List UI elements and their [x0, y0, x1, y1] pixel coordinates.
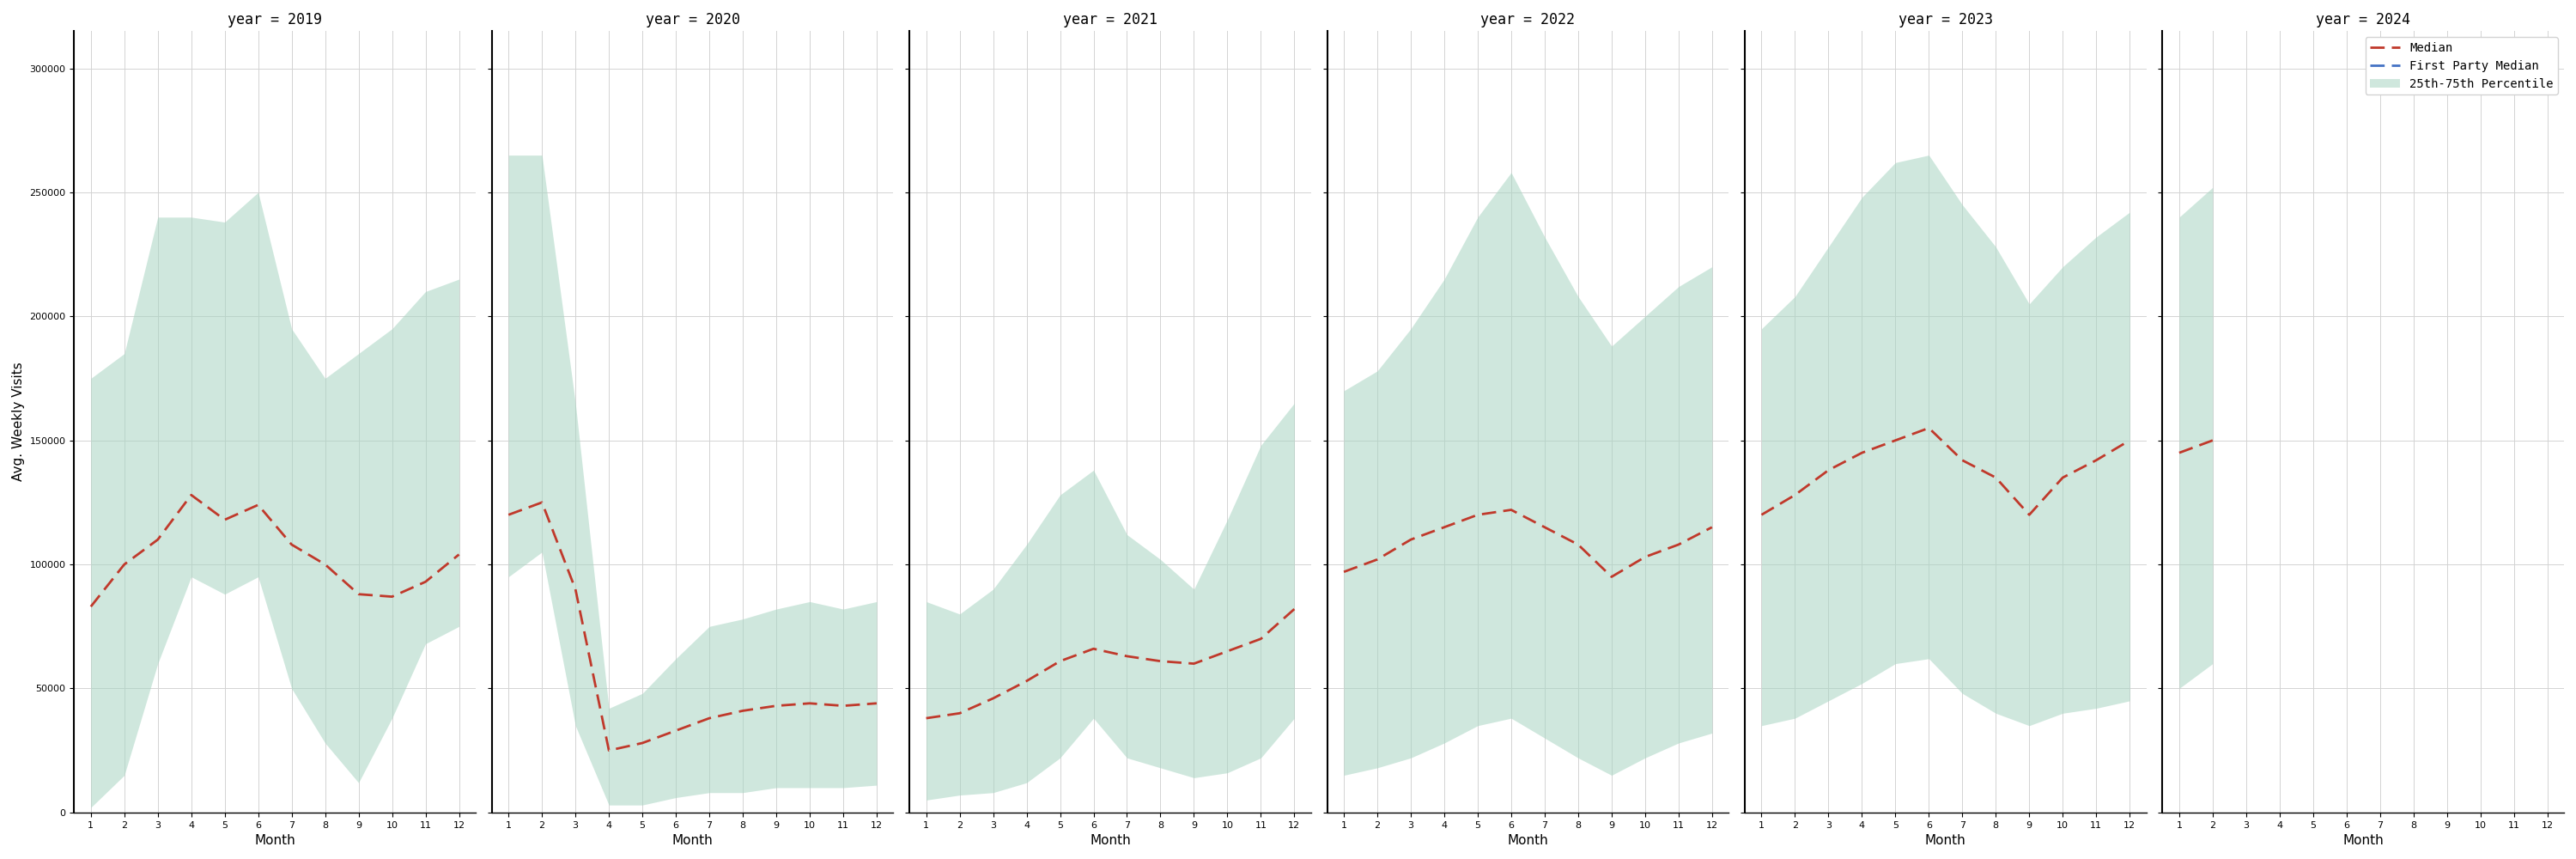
Title: year = 2023: year = 2023 — [1899, 12, 1994, 27]
X-axis label: Month: Month — [672, 834, 714, 847]
X-axis label: Month: Month — [1090, 834, 1131, 847]
X-axis label: Month: Month — [1924, 834, 1965, 847]
X-axis label: Month: Month — [2342, 834, 2383, 847]
Legend: Median, First Party Median, 25th-75th Percentile: Median, First Party Median, 25th-75th Pe… — [2365, 37, 2558, 94]
Title: year = 2024: year = 2024 — [2316, 12, 2411, 27]
Title: year = 2019: year = 2019 — [227, 12, 322, 27]
X-axis label: Month: Month — [1507, 834, 1548, 847]
Title: year = 2020: year = 2020 — [647, 12, 739, 27]
Y-axis label: Avg. Weekly Visits: Avg. Weekly Visits — [13, 362, 26, 481]
X-axis label: Month: Month — [255, 834, 296, 847]
Title: year = 2022: year = 2022 — [1481, 12, 1574, 27]
Title: year = 2021: year = 2021 — [1064, 12, 1157, 27]
